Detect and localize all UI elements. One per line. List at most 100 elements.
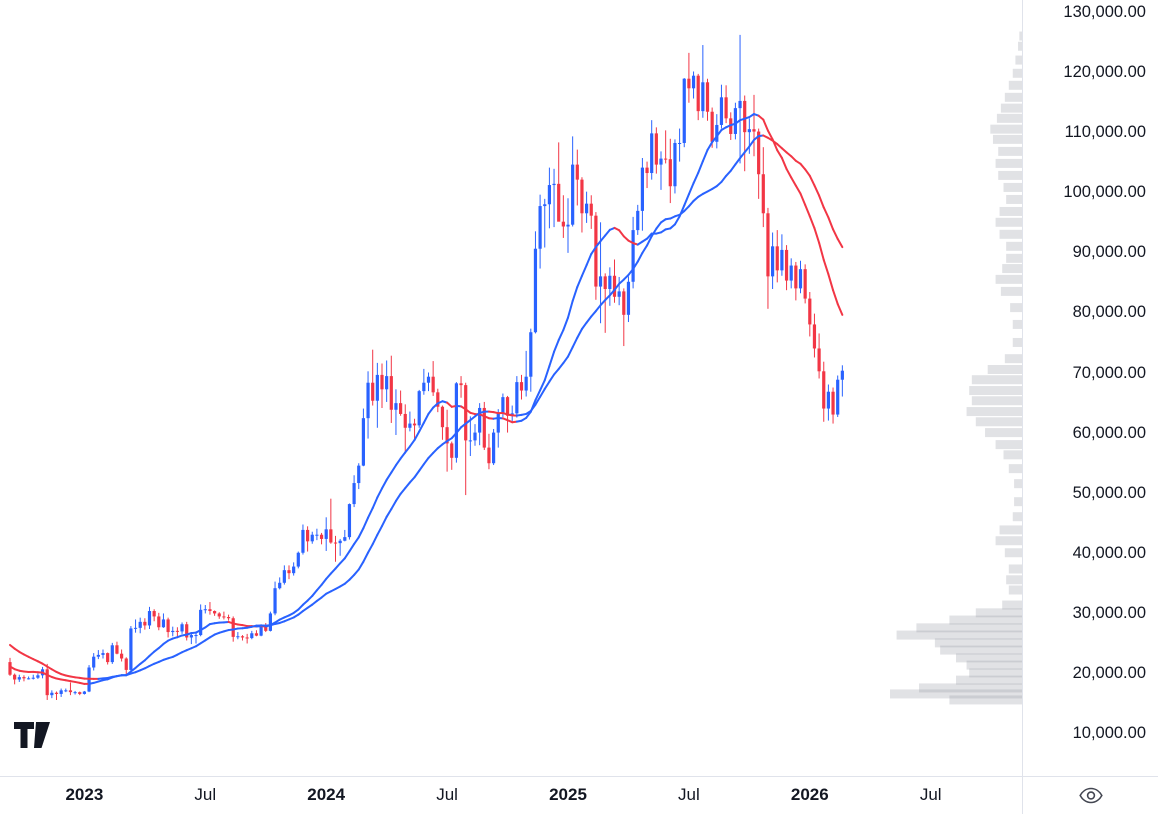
candle-body (347, 504, 352, 538)
candle-body (296, 552, 300, 567)
ma-segment (143, 654, 151, 662)
volume-profile-bar (999, 525, 1022, 535)
ma-segment (548, 373, 556, 383)
moving-average-lines (9, 113, 844, 685)
candle-body (515, 382, 519, 414)
ma-segment (692, 195, 700, 202)
ma-segment (432, 402, 439, 409)
candle-body (408, 423, 412, 428)
candle-body (371, 382, 375, 401)
ma-segment (580, 321, 588, 331)
ma-segment (390, 499, 397, 511)
candle-body (761, 174, 765, 214)
candle-body (752, 129, 756, 132)
candle-body (487, 447, 491, 464)
volume-profile-bar (949, 695, 1022, 705)
candle-body (459, 383, 463, 386)
ma-segment (594, 304, 602, 313)
volume-profile-bar (969, 668, 1022, 678)
volume-profile-bar (995, 274, 1022, 284)
candle-body (598, 276, 603, 287)
candle-body (422, 382, 426, 392)
ma-segment (446, 401, 453, 408)
candle-body (557, 183, 561, 222)
time-axis[interactable]: 2023 Jul 2024 Jul 2025 Jul 2026 Jul (0, 776, 1022, 814)
price-axis-label: 130,000.00 (1063, 3, 1146, 21)
ma-segment (715, 180, 723, 188)
volume-profile-bar (1004, 354, 1022, 364)
volume-profile-bar (1002, 264, 1022, 274)
candle-body (73, 692, 77, 694)
candle-body (259, 625, 263, 636)
ma-segment (785, 167, 793, 179)
candle-body (450, 443, 454, 458)
candle-body (543, 204, 547, 207)
volume-profile-bar (1002, 600, 1022, 610)
ma-segment (687, 199, 695, 208)
price-axis-label: 120,000.00 (1063, 63, 1146, 82)
ma-segment (436, 443, 444, 450)
candle-body (840, 370, 844, 380)
ma-segment (655, 221, 662, 230)
candle-body (208, 609, 212, 612)
ma-segment (766, 129, 774, 141)
candle-body (236, 636, 240, 638)
candle-body (138, 621, 142, 628)
price-axis-label: 90,000.00 (1072, 243, 1146, 262)
ma-segment (827, 216, 835, 231)
ma-segment (357, 527, 365, 539)
ma-segment (134, 662, 142, 669)
ma-segment (720, 174, 728, 183)
candle-body (571, 164, 575, 225)
ma-segment (571, 285, 579, 303)
candle-body (580, 179, 584, 214)
candle-body (366, 382, 370, 419)
volume-profile-bar (940, 645, 1022, 655)
candle-body (743, 100, 747, 133)
candle-body (552, 183, 556, 186)
volume-profile-bar (995, 217, 1022, 227)
eye-icon[interactable] (1079, 787, 1103, 804)
candle-body (529, 332, 533, 377)
ma-segment (348, 573, 356, 581)
ma-segment (343, 578, 351, 585)
axis-corner-cell (1022, 776, 1158, 814)
ma-segment (427, 406, 435, 415)
ma-segment (394, 457, 402, 467)
volume-profile-bar (896, 630, 1022, 640)
ma-segment (827, 273, 835, 292)
ma-segment (743, 145, 751, 154)
price-axis[interactable]: 130,000.00 120,000.00 110,000.00 100,000.00… (1022, 0, 1158, 776)
candle-body (464, 385, 468, 441)
ma-segment (697, 160, 704, 174)
ma-segment (413, 469, 421, 479)
ma-segment (315, 583, 323, 592)
candle-body (357, 465, 361, 484)
ma-segment (567, 300, 574, 319)
ma-segment (636, 251, 644, 263)
ma-segment (794, 184, 802, 195)
candle-body (612, 275, 617, 297)
candle-body (59, 690, 63, 694)
candle-body (8, 662, 12, 675)
ma-segment (381, 515, 388, 528)
candle-body (538, 206, 542, 249)
price-axis-label: 80,000.00 (1072, 303, 1146, 322)
candle-body (547, 185, 551, 205)
candle-body (775, 246, 779, 271)
candle-body (278, 582, 282, 589)
ma-segment (562, 355, 569, 365)
ma-segment (367, 543, 374, 554)
volume-profile-bar (1018, 41, 1022, 51)
candle-body (45, 669, 49, 696)
volume-profile-bar (916, 623, 1022, 633)
ma-segment (687, 182, 695, 196)
candle-body (13, 674, 17, 680)
volume-profile-bar (1003, 450, 1022, 460)
tradingview-logo[interactable] (14, 722, 54, 748)
ma-segment (790, 155, 797, 162)
volume-profile-bar (1000, 103, 1022, 113)
ma-segment (585, 253, 593, 267)
